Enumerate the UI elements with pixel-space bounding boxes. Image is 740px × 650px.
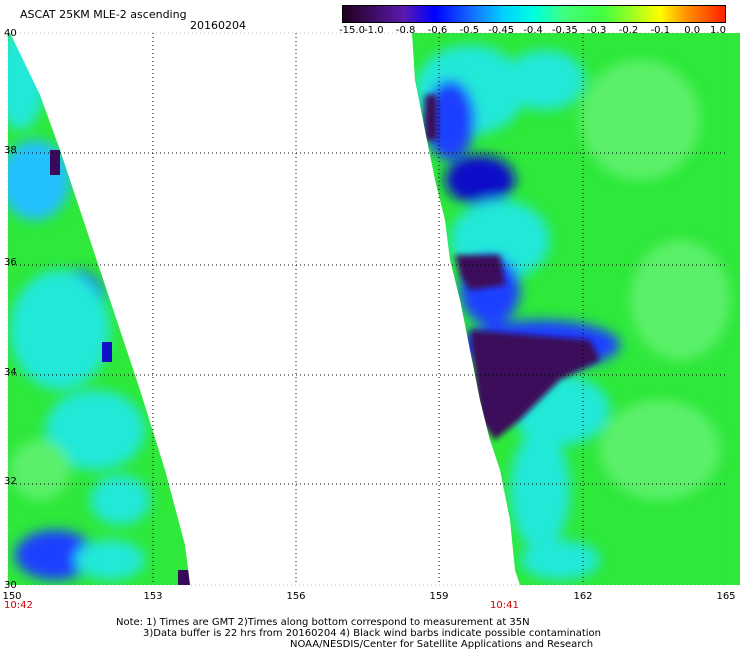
- colorbar-tick-label: -0.6: [427, 25, 448, 36]
- lat-label: 40: [4, 28, 17, 39]
- colorbar-tick-label: -0.5: [459, 25, 480, 36]
- time-left: 10:42: [4, 600, 33, 611]
- lat-label: 34: [4, 367, 17, 378]
- lat-label: 32: [4, 476, 17, 487]
- lon-label: 156: [286, 591, 306, 602]
- map-date: 20160204: [190, 19, 246, 32]
- colorbar-tick-label: -15.0: [339, 25, 365, 36]
- lat-label: 38: [4, 145, 17, 156]
- footer-note-2: 3)Data buffer is 22 hrs from 20160204 4)…: [143, 628, 601, 639]
- lat-label: 30: [4, 580, 17, 591]
- time-right: 10:41: [490, 600, 519, 611]
- colorbar-tick-label: -0.35: [551, 25, 578, 36]
- colorbar: [342, 5, 726, 23]
- footer-note-1: Note: 1) Times are GMT 2)Times along bot…: [116, 617, 530, 628]
- right-swath: [412, 33, 740, 585]
- grid-lines: [8, 33, 726, 585]
- left-swath: [8, 33, 190, 585]
- lon-label: 159: [429, 591, 449, 602]
- map-frame: [7, 32, 727, 586]
- colorbar-tick-label: 0.0: [684, 25, 701, 36]
- colorbar-labels: -15.0 -1.0 -0.8 -0.6 -0.5 -0.45 -0.4 -0.35 -0.3-…: [339, 25, 726, 37]
- colorbar-tick-label: -0.1: [650, 25, 671, 36]
- colorbar-tick-label: -0.3: [586, 25, 607, 36]
- colorbar-tick-label: -0.2: [618, 25, 639, 36]
- lat-label: 36: [4, 257, 17, 268]
- lon-label: 153: [143, 591, 163, 602]
- colorbar-tick-label: -0.8: [395, 25, 416, 36]
- lon-label: 150: [2, 591, 22, 602]
- lon-label: 165: [716, 591, 736, 602]
- colorbar-tick-label: 1.0: [710, 25, 726, 36]
- footer-credit: NOAA/NESDIS/Center for Satellite Applica…: [290, 639, 594, 650]
- lon-label: 162: [573, 591, 593, 602]
- colorbar-tick-label: -0.4: [523, 25, 543, 36]
- colorbar-tick-label: -0.45: [488, 25, 515, 36]
- colorbar-tick-label: -1.0: [364, 25, 384, 36]
- map-title: ASCAT 25KM MLE-2 ascending: [20, 8, 187, 21]
